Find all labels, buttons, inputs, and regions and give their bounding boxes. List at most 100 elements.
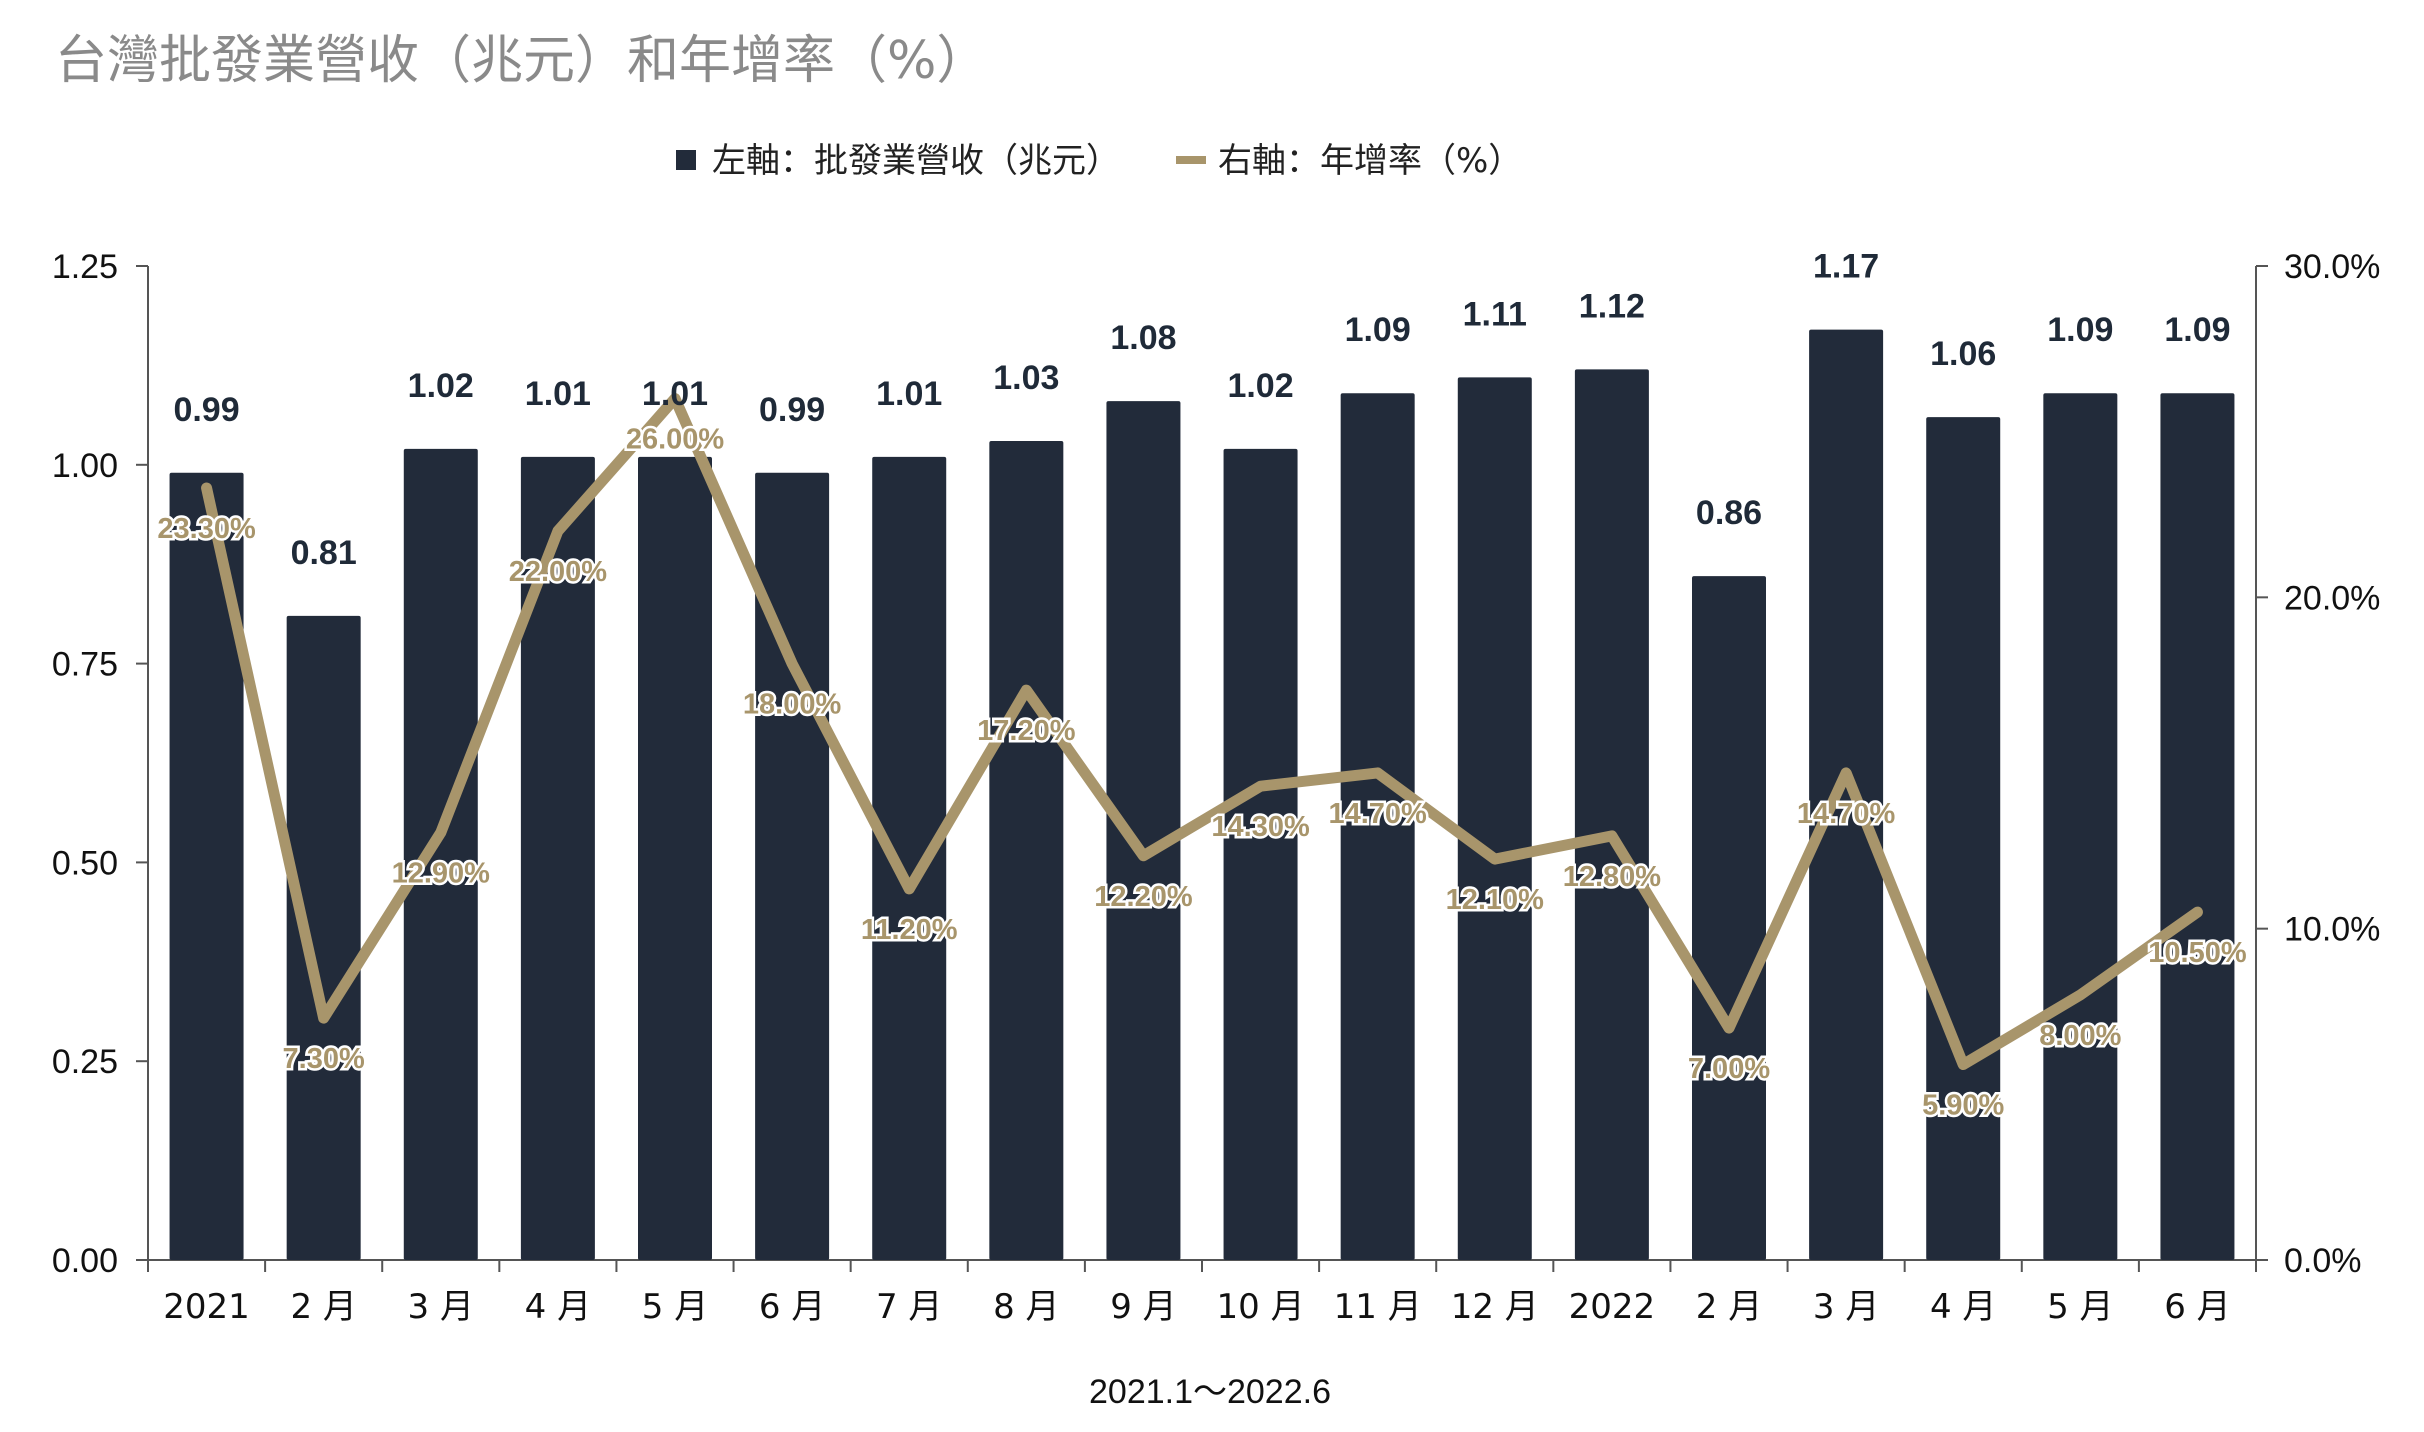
legend-line-label: 右軸：年增率（%）	[1218, 141, 1522, 181]
x-tick-label: 5 月	[2047, 1287, 2113, 1327]
revenue-bar	[169, 472, 244, 1260]
growth-rate-point	[1142, 854, 1145, 857]
growth-rate-point	[1493, 858, 1496, 861]
growth-rate-point	[556, 530, 559, 533]
x-tick-label: 7 月	[876, 1287, 942, 1327]
left-tick-label: 1.00	[52, 447, 118, 485]
revenue-bar-label: 1.17	[1813, 248, 1879, 286]
growth-rate-label: 23.30%	[157, 513, 256, 545]
x-tick-label: 2 月	[1696, 1287, 1762, 1327]
revenue-bar-label: 1.01	[876, 375, 942, 413]
right-tick-label: 20.0%	[2284, 579, 2380, 617]
revenue-bar-label: 0.86	[1696, 494, 1762, 532]
growth-rate-label: 12.80%	[1563, 861, 1662, 893]
x-tick-label: 5 月	[642, 1287, 708, 1327]
revenue-bar	[286, 615, 361, 1260]
left-tick-label: 0.75	[52, 646, 118, 684]
growth-rate-point	[205, 486, 208, 489]
growth-rate-point	[1962, 1063, 1965, 1066]
revenue-bar-label: 1.01	[525, 375, 591, 413]
revenue-bar-label: 0.99	[759, 391, 825, 429]
x-tick-label: 12 月	[1451, 1287, 1539, 1327]
revenue-bar	[520, 456, 595, 1260]
legend-bar-swatch	[676, 150, 696, 170]
left-tick-label: 0.50	[52, 844, 118, 882]
growth-rate-label: 26.00%	[626, 424, 725, 456]
revenue-bar	[1340, 393, 1415, 1260]
revenue-bar-label: 1.01	[642, 375, 708, 413]
revenue-bar-label: 0.99	[173, 391, 239, 429]
revenue-bar-label: 1.12	[1579, 287, 1645, 325]
revenue-bar	[1692, 576, 1766, 1260]
x-tick-label: 6 月	[2164, 1287, 2230, 1327]
growth-rate-label: 12.10%	[1446, 884, 1545, 916]
growth-rate-point	[1376, 771, 1379, 774]
growth-rate-point	[1610, 834, 1613, 837]
growth-rate-line	[201, 393, 2203, 1071]
revenue-bar	[1574, 369, 1649, 1261]
growth-rate-label: 8.00%	[2039, 1020, 2121, 1052]
left-tick-label: 0.00	[52, 1242, 118, 1280]
growth-rate-point	[1259, 785, 1262, 788]
growth-rate-label: 14.30%	[1211, 811, 1310, 843]
axes: 0.00 0.25 0.50 0.75 1.00 1.25 0.0% 10.0% 20.0% 30…	[52, 248, 2381, 1327]
revenue-bar-label: 1.08	[1110, 319, 1176, 357]
growth-rate-point	[2196, 911, 2199, 914]
x-axis-label: 2021.1～2022.6	[1089, 1373, 1331, 1411]
growth-rate-point	[322, 1017, 325, 1020]
x-tick-label: 3 月	[1813, 1287, 1879, 1327]
revenue-bar	[872, 456, 947, 1260]
revenue-bar	[638, 456, 712, 1260]
revenue-bar	[989, 440, 1064, 1261]
revenue-bar-label: 1.02	[1227, 367, 1293, 405]
growth-rate-point	[1728, 1027, 1730, 1030]
revenue-bar-label: 1.02	[408, 367, 474, 405]
x-tick-label: 10 月	[1217, 1287, 1305, 1327]
growth-rate-point	[439, 831, 442, 834]
x-tick-label: 2 月	[290, 1287, 356, 1327]
right-tick-label: 10.0%	[2284, 911, 2380, 949]
revenue-bar-label: 1.09	[1345, 311, 1411, 349]
x-tick-label: 2022	[1569, 1287, 1656, 1327]
revenue-bar-label: 0.81	[291, 534, 357, 572]
growth-rate-label: 10.50%	[2148, 937, 2247, 969]
x-tick-label: 4 月	[1930, 1287, 1996, 1327]
revenue-bar	[403, 448, 478, 1260]
revenue-bar	[1926, 417, 2001, 1260]
revenue-bar	[2160, 393, 2235, 1260]
x-tick-label: 2021	[163, 1287, 250, 1327]
bars	[169, 329, 2235, 1261]
growth-rate-label: 11.20%	[861, 914, 958, 946]
growth-rate-label: 17.20%	[977, 715, 1076, 747]
left-tick-label: 1.25	[52, 248, 118, 286]
revenue-bar	[1457, 377, 1532, 1260]
legend-bar-label: 左軸：批發業營收（兆元）	[712, 141, 1120, 181]
revenue-bar-label: 1.06	[1930, 335, 1996, 373]
growth-rate-point	[908, 887, 911, 890]
growth-rate-label: 12.90%	[392, 858, 491, 890]
data-labels: 0.99 0.81 1.02 1.01 1.01 0.99 1.01 1.03 1.08 1.02…	[155, 248, 2249, 1124]
growth-rate-label: 14.70%	[1328, 798, 1427, 830]
growth-rate-label: 14.70%	[1797, 798, 1896, 830]
revenue-bar	[1106, 401, 1181, 1261]
growth-rate-point	[1025, 689, 1028, 692]
growth-rate-label: 22.00%	[509, 556, 608, 588]
revenue-bar-label: 1.03	[993, 359, 1059, 397]
x-tick-label: 8 月	[993, 1287, 1059, 1327]
revenue-bar-label: 1.09	[2047, 311, 2113, 349]
right-tick-label: 0.0%	[2284, 1242, 2362, 1280]
growth-rate-label: 18.00%	[743, 689, 842, 721]
revenue-bar	[1809, 329, 1884, 1261]
revenue-bar-label: 1.11	[1463, 295, 1527, 333]
growth-rate-point	[1845, 771, 1848, 774]
x-tick-label: 4 月	[525, 1287, 591, 1327]
x-tick-label: 11 月	[1334, 1287, 1422, 1327]
legend: 左軸：批發業營收（兆元） 右軸：年增率（%）	[676, 141, 1522, 181]
growth-rate-label: 7.00%	[1688, 1053, 1770, 1085]
revenue-bar	[755, 472, 830, 1260]
growth-rate-label: 12.20%	[1094, 881, 1193, 913]
right-tick-label: 30.0%	[2284, 248, 2380, 286]
left-tick-label: 0.25	[52, 1043, 118, 1081]
legend-line-swatch	[1176, 156, 1206, 164]
